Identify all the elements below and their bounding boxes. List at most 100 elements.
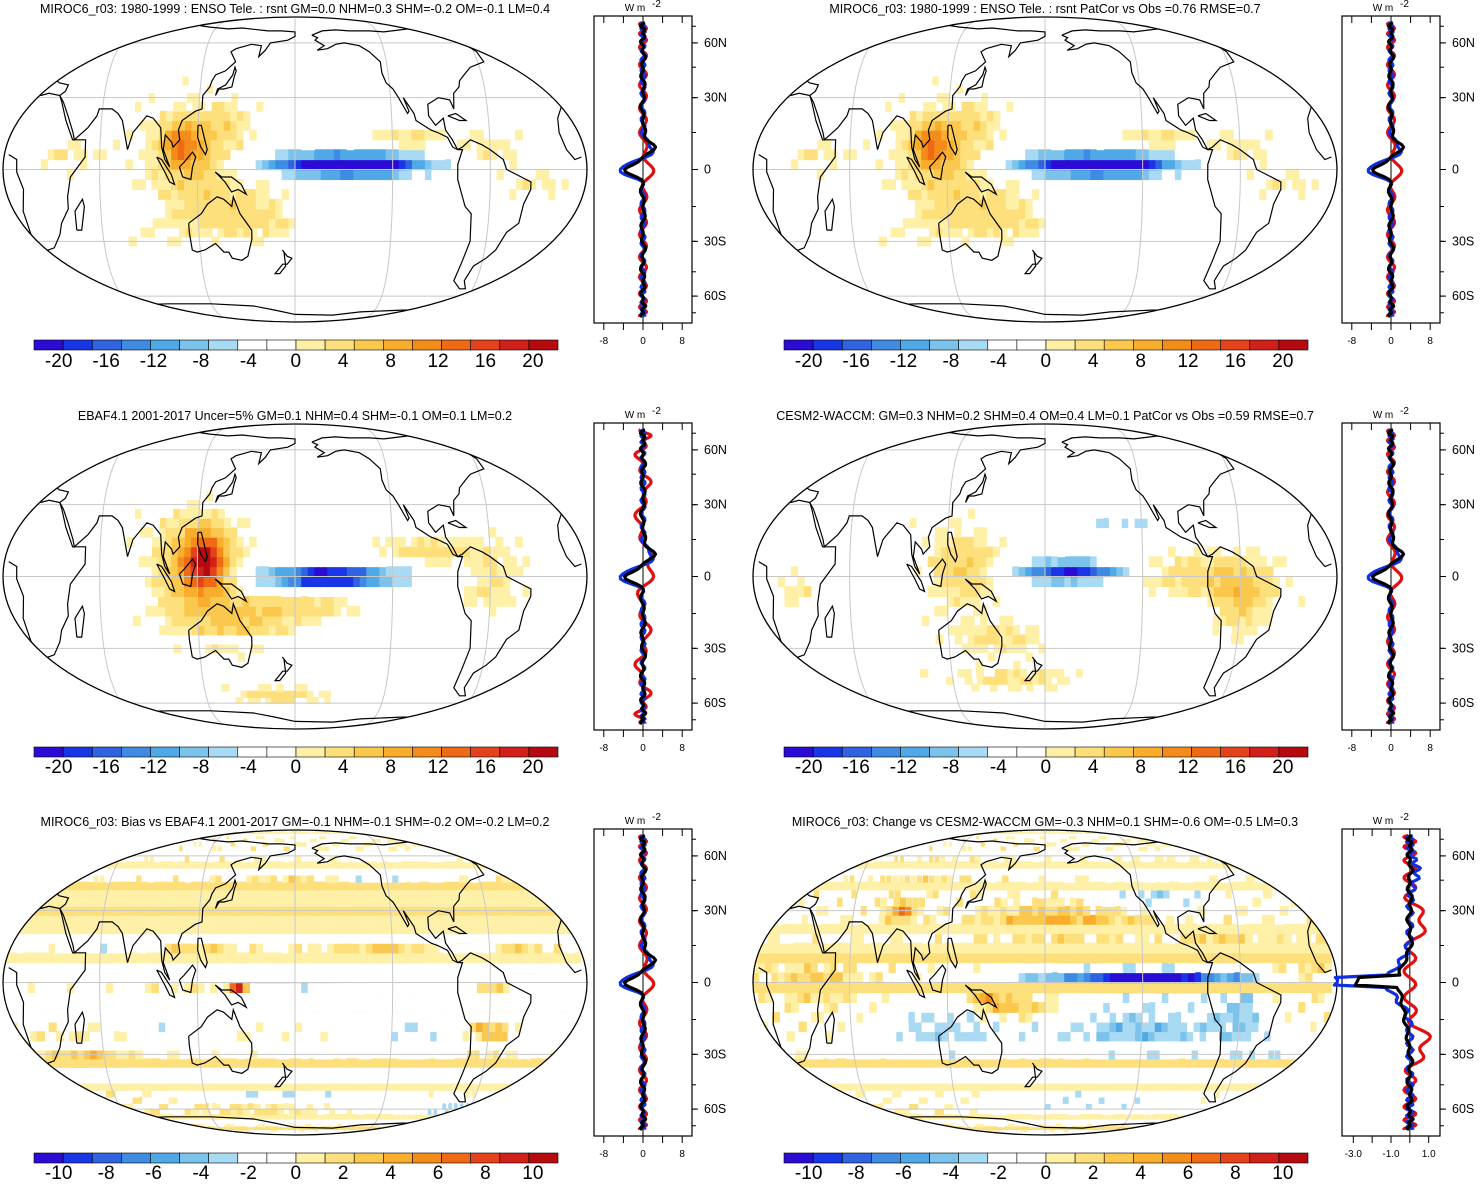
lat-label: 30N <box>704 904 727 918</box>
colorbar-label: 10 <box>1272 1163 1293 1184</box>
colorbar-box <box>91 746 122 758</box>
profile-unit: W m <box>1373 3 1394 14</box>
colorbar-box <box>353 1152 384 1164</box>
colorbar-label: -8 <box>192 351 209 372</box>
lat-label: 0 <box>1452 570 1459 584</box>
colorbar-label: 12 <box>1177 351 1198 372</box>
colorbar-label: -16 <box>842 351 869 372</box>
colorbar-box <box>1074 746 1105 758</box>
zonal-profile-4: 60N 30N 0 30S 60S -8 0 8 W m -2 <box>1341 406 1475 754</box>
colorbar-box <box>470 1152 501 1164</box>
colorbar-box <box>528 746 559 758</box>
colorbar-box <box>150 746 180 758</box>
colorbar-box <box>1220 339 1251 351</box>
colorbar-box <box>62 339 93 351</box>
colorbar-box <box>958 746 989 758</box>
colorbar-label: 20 <box>1272 757 1293 778</box>
profile-x-tick-label: -8 <box>1347 743 1356 754</box>
colorbar-box <box>295 746 326 758</box>
lat-label: 0 <box>704 163 711 177</box>
colorbar-box <box>812 1152 843 1164</box>
colorbar-box <box>237 746 268 758</box>
colorbar-4: -20 -16 -12 -8 -4 0 4 8 12 16 20 <box>783 746 1309 778</box>
colorbar-box <box>91 1152 122 1164</box>
colorbar-box <box>783 1152 814 1164</box>
colorbar-label: -12 <box>140 757 167 778</box>
colorbar-box <box>1249 746 1280 758</box>
lat-label: 30N <box>704 498 727 512</box>
colorbar-box <box>383 746 413 758</box>
colorbar-box <box>1191 339 1221 351</box>
colorbar-label: 12 <box>427 757 448 778</box>
colorbar-box <box>62 1152 93 1164</box>
profile-unit: W m <box>625 410 646 421</box>
colorbar-label: 8 <box>1230 1163 1241 1184</box>
profile-x-tick-label: 1.0 <box>1422 1149 1436 1160</box>
colorbar-6: -10 -8 -6 -4 -2 0 2 4 6 8 10 <box>783 1152 1309 1184</box>
colorbar-box <box>528 339 559 351</box>
colorbar-box <box>266 1152 297 1164</box>
colorbar-label: -4 <box>990 757 1007 778</box>
colorbar-box <box>383 1152 413 1164</box>
lat-label: 30S <box>1452 641 1474 655</box>
profile-x-tick-label: -8 <box>599 1149 608 1160</box>
profile-unit: W m <box>1373 816 1394 827</box>
colorbar-box <box>1074 339 1105 351</box>
colorbar-box <box>1162 339 1192 351</box>
map-border <box>2 829 588 1136</box>
colorbar-box <box>150 339 180 351</box>
profile-line-ref <box>1332 833 1422 1131</box>
colorbar-label: -20 <box>795 757 822 778</box>
colorbar-label: 4 <box>338 351 349 372</box>
lat-label: 30N <box>1452 91 1475 105</box>
map-field <box>40 68 569 278</box>
colorbar-label: 0 <box>290 351 301 372</box>
colorbar-box <box>150 1152 180 1164</box>
colorbar-box <box>1016 1152 1047 1164</box>
lat-label: 0 <box>704 570 711 584</box>
colorbar-box <box>353 339 384 351</box>
colorbar-box <box>958 339 989 351</box>
profile-unit: W m <box>1373 410 1394 421</box>
colorbar-box <box>871 1152 901 1164</box>
profile-line-model <box>1371 428 1406 725</box>
colorbar-box <box>1103 339 1134 351</box>
colorbar-box <box>237 1152 268 1164</box>
colorbar-box <box>33 1152 64 1164</box>
profile-x-tick-label: 8 <box>679 743 685 754</box>
colorbar-box <box>987 339 1018 351</box>
panel-title: CESM2-WACCM: GM=0.3 NHM=0.2 SHM=0.4 OM=0… <box>776 409 1314 423</box>
colorbar-label: 8 <box>1135 757 1146 778</box>
profile-x-tick-label: 0 <box>640 743 646 754</box>
colorbar-label: -8 <box>942 351 959 372</box>
colorbar-label: -10 <box>45 1163 72 1184</box>
colorbar-label: -4 <box>942 1163 959 1184</box>
colorbar-label: 16 <box>475 757 496 778</box>
colorbar-label: 2 <box>1088 1163 1099 1184</box>
colorbar-box <box>208 746 239 758</box>
colorbar-label: 6 <box>433 1163 444 1184</box>
colorbar-box <box>121 746 151 758</box>
colorbar-label: 6 <box>1183 1163 1194 1184</box>
zonal-profile-1: 60N 30N 0 30S 60S -8 0 8 W m -2 <box>593 0 727 347</box>
colorbar-box <box>499 339 530 351</box>
map-graticule <box>3 424 587 729</box>
profile-x-tick-label: 8 <box>1427 336 1433 347</box>
colorbar-label: 12 <box>1177 757 1198 778</box>
colorbar-box <box>1074 1152 1105 1164</box>
profile-x-tick-label: 0 <box>640 336 646 347</box>
colorbar-box <box>1016 746 1047 758</box>
colorbar-label: -12 <box>890 351 917 372</box>
profile-line-model <box>1371 21 1406 318</box>
colorbar-label: 0 <box>290 757 301 778</box>
colorbar-box <box>1045 1152 1076 1164</box>
profile-line-model <box>623 21 658 318</box>
lat-label: 60S <box>704 1102 726 1116</box>
colorbar-label: -6 <box>145 1163 162 1184</box>
lat-label: 60N <box>704 849 727 863</box>
map-border <box>2 423 588 730</box>
colorbar-label: 20 <box>522 351 543 372</box>
colorbar-box <box>783 746 814 758</box>
colorbar-box <box>1133 746 1163 758</box>
